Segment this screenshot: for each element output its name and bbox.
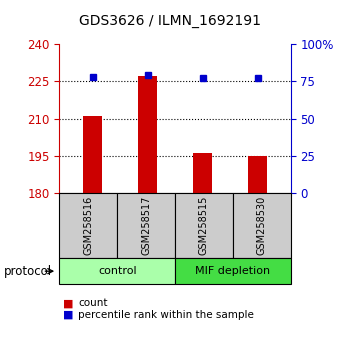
Text: count: count — [78, 298, 108, 308]
Bar — [248, 156, 267, 193]
Bar — [138, 76, 157, 193]
Text: GSM258515: GSM258515 — [199, 196, 209, 255]
Bar — [83, 116, 102, 193]
Bar — [193, 153, 212, 193]
Text: protocol: protocol — [3, 265, 52, 278]
Text: GSM258517: GSM258517 — [141, 196, 151, 255]
Text: GDS3626 / ILMN_1692191: GDS3626 / ILMN_1692191 — [79, 14, 261, 28]
Text: percentile rank within the sample: percentile rank within the sample — [78, 310, 254, 320]
Text: GSM258516: GSM258516 — [83, 196, 94, 255]
Text: MIF depletion: MIF depletion — [195, 266, 270, 276]
Text: ■: ■ — [63, 310, 73, 320]
Text: ■: ■ — [63, 298, 73, 308]
Text: GSM258530: GSM258530 — [257, 196, 267, 255]
Text: control: control — [98, 266, 137, 276]
